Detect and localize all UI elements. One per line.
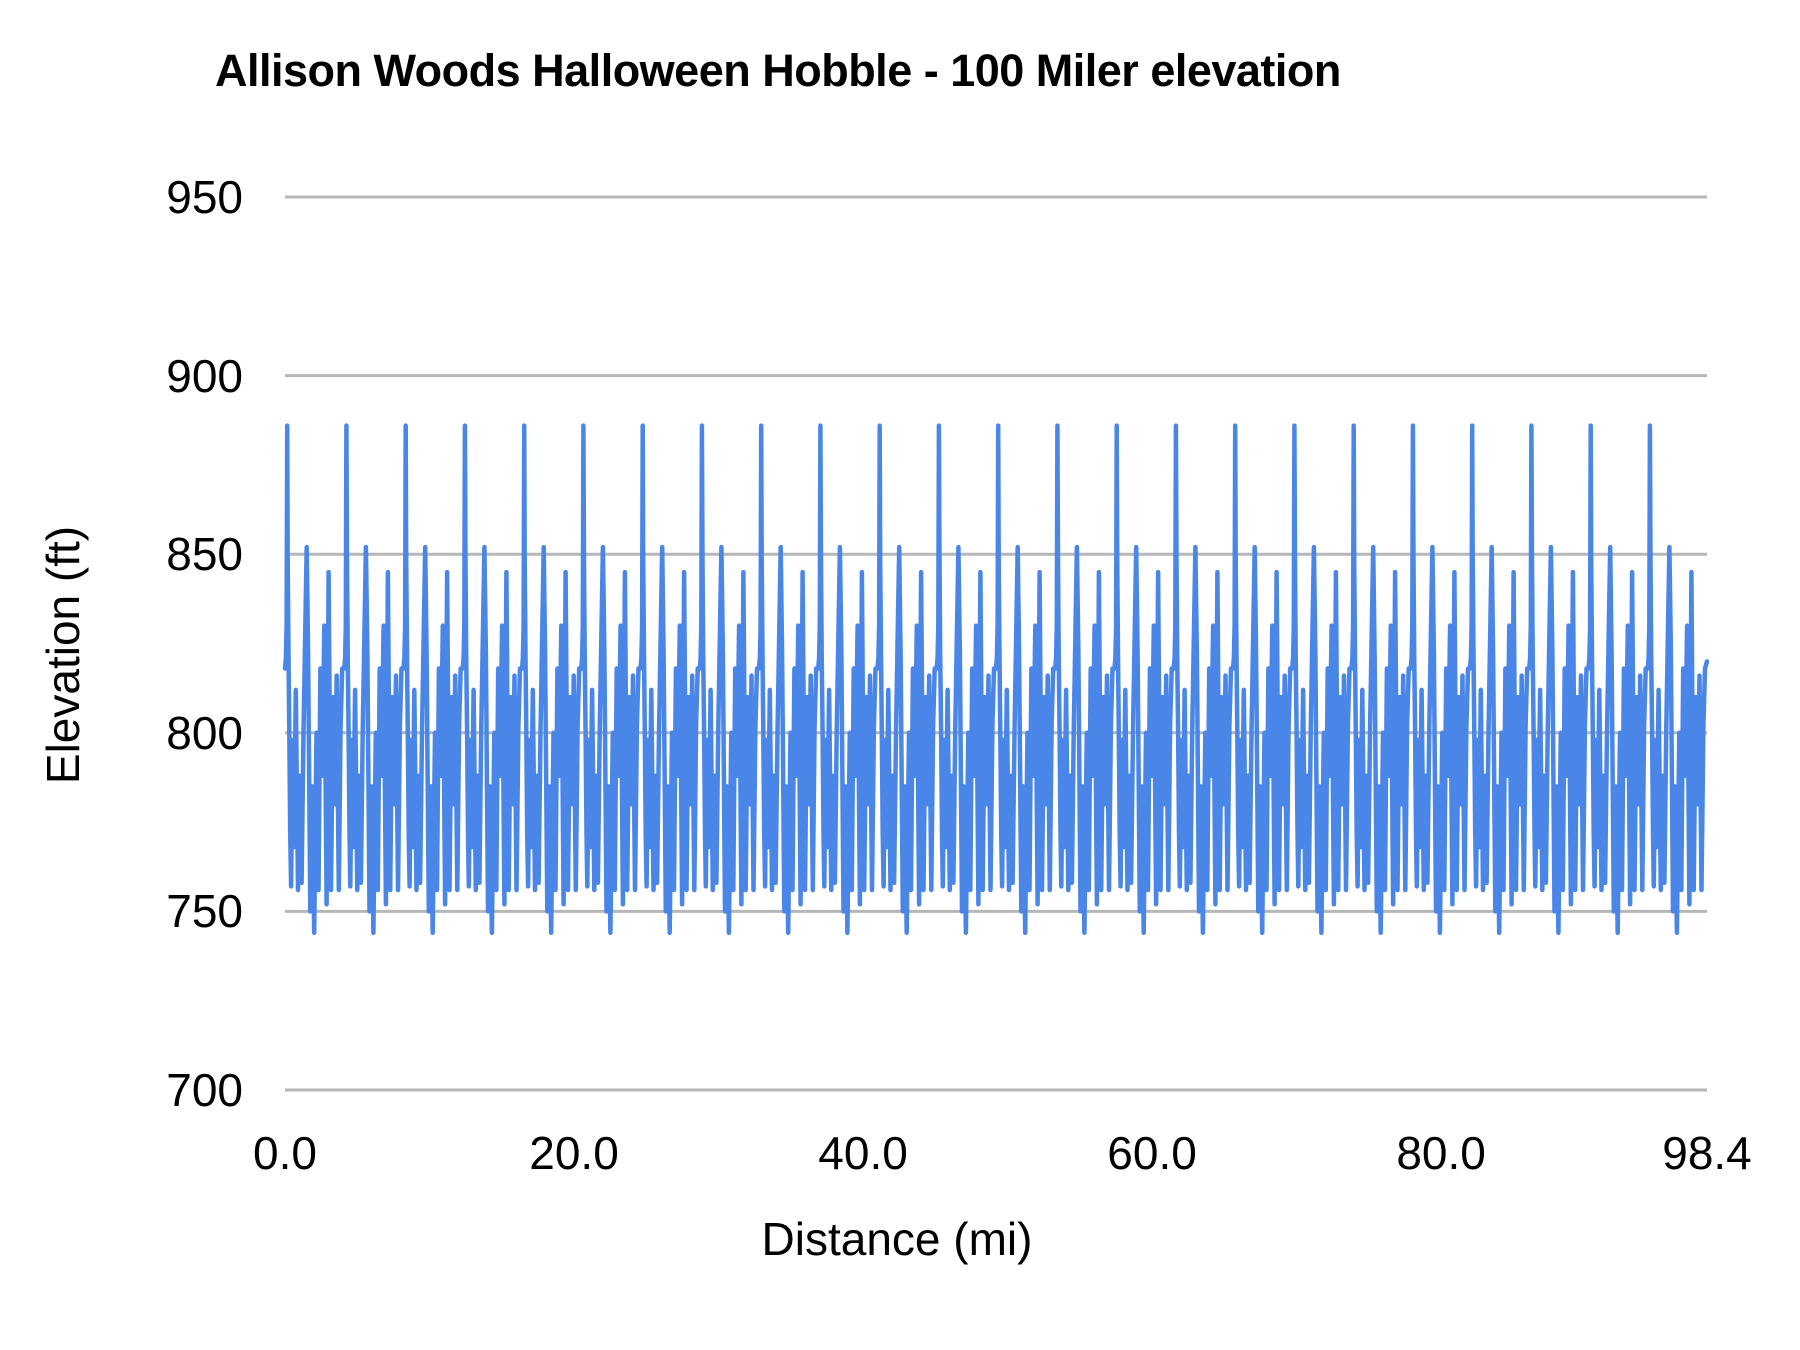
- elevation-line-series: [282, 423, 1710, 936]
- y-tick-label: 700: [166, 1064, 243, 1116]
- x-tick-label: 80.0: [1396, 1127, 1486, 1179]
- x-axis-title: Distance (mi): [761, 1213, 1033, 1265]
- x-tick-label: 40.0: [818, 1127, 908, 1179]
- y-tick-label: 950: [166, 171, 243, 223]
- y-tick-label: 750: [166, 885, 243, 938]
- chart-title: Allison Woods Halloween Hobble - 100 Mil…: [215, 45, 1341, 96]
- y-tick-label: 850: [166, 528, 243, 581]
- x-tick-label: 98.4: [1662, 1127, 1752, 1179]
- y-tick-label: 800: [166, 706, 243, 759]
- x-tick-label: 20.0: [529, 1127, 619, 1179]
- x-tick-label: 60.0: [1107, 1127, 1197, 1179]
- x-tick-label: 0.0: [253, 1127, 317, 1179]
- y-tick-label: 900: [166, 349, 243, 402]
